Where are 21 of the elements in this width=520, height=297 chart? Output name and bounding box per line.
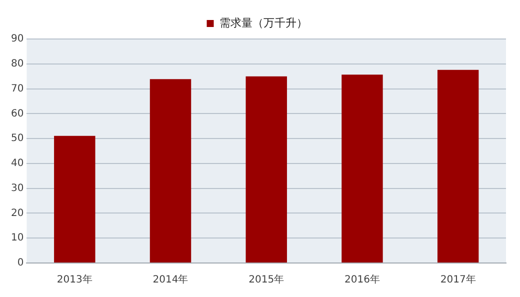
y-tick-label: 70 (10, 83, 24, 94)
y-tick-label: 50 (10, 133, 24, 144)
y-tick-label: 0 (17, 258, 24, 269)
x-tick-label: 2017年 (440, 274, 476, 286)
y-tick-label: 80 (10, 58, 24, 70)
y-tick-label: 60 (10, 108, 24, 120)
legend-label: 需求量（万千升） (219, 16, 308, 30)
x-tick-label: 2016年 (344, 274, 380, 286)
y-tick-label: 90 (10, 34, 24, 45)
bar (54, 136, 96, 262)
y-tick-label: 40 (10, 158, 24, 170)
bar (437, 70, 479, 262)
bar (150, 79, 192, 262)
y-tick-label: 30 (10, 182, 24, 194)
bar (246, 76, 287, 262)
x-tick-label: 2015年 (248, 274, 284, 286)
bar (342, 74, 383, 262)
x-tick-label: 2013年 (56, 274, 92, 286)
y-tick-label: 20 (10, 208, 24, 219)
y-tick-label: 10 (10, 232, 24, 244)
x-tick-label: 2014年 (152, 274, 188, 286)
